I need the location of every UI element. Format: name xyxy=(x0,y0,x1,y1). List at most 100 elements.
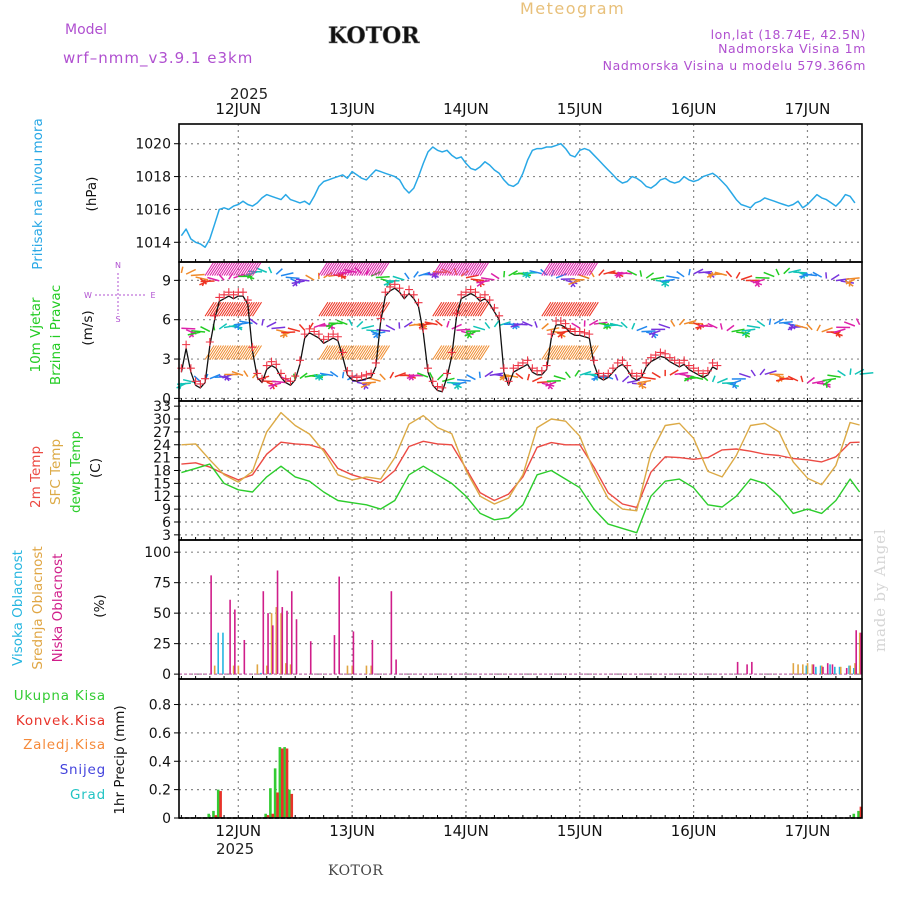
panel-frame xyxy=(178,123,863,263)
wind-arrow xyxy=(534,321,538,328)
wind-hatch xyxy=(235,301,246,317)
cloud-low-bar xyxy=(860,632,862,675)
wind-arrow xyxy=(435,319,443,327)
wind-hatch xyxy=(365,301,376,317)
wind-hatch xyxy=(325,345,336,360)
wind-hatch xyxy=(588,345,599,360)
wind-hatch xyxy=(584,345,594,360)
cloud-title-high: Visoka Oblacnost xyxy=(10,550,26,666)
wind-hatch xyxy=(472,345,483,360)
top-day-label: 15JUN xyxy=(557,100,603,118)
wind-hatch xyxy=(562,301,573,317)
wind-arrow xyxy=(775,268,780,276)
wind-arrow xyxy=(490,272,500,280)
wind-unit: (m/s) xyxy=(80,310,96,345)
wind-hatch xyxy=(558,345,568,360)
wind-hatch xyxy=(323,301,334,317)
y-tick-label: 6 xyxy=(162,515,171,531)
wind-arrow xyxy=(546,327,560,332)
wind-arrow xyxy=(849,368,852,375)
wind-hatch xyxy=(441,301,452,317)
wind-hatch xyxy=(249,301,260,317)
compass-s: S xyxy=(115,315,120,324)
wind-arrow xyxy=(726,324,735,332)
wind-arrow xyxy=(271,326,286,330)
wind-arrow xyxy=(231,370,244,377)
y-tick-label: 100 xyxy=(144,545,171,561)
wind-hatch xyxy=(574,301,585,317)
wind-arrow xyxy=(446,320,450,328)
wind-hatch xyxy=(569,345,580,360)
cloud-mid-bar xyxy=(858,632,861,675)
compass-w: W xyxy=(84,291,92,300)
wind-gust-mark xyxy=(442,369,451,378)
wind-hatch xyxy=(249,261,260,276)
wind-gust-mark xyxy=(300,330,309,339)
wind-gust-mark xyxy=(575,327,584,336)
wind-arrow xyxy=(261,319,264,326)
wind-gust-mark xyxy=(523,356,532,365)
model-name: wrf–nmm_v3.9.1 e3km xyxy=(63,49,253,68)
top-day-label: 12JUN xyxy=(215,100,261,118)
wind-arrow xyxy=(473,325,486,331)
wind-arrow xyxy=(363,383,368,390)
wind-arrow xyxy=(366,329,381,332)
cloud-mid-bar xyxy=(237,665,240,675)
wind-gust-mark xyxy=(661,349,670,358)
wind-hatch xyxy=(467,261,478,276)
precip-total-bar xyxy=(216,789,220,819)
wind-hatch xyxy=(467,301,478,317)
wind-gust-mark xyxy=(262,361,271,370)
wind-gust-mark xyxy=(566,324,575,333)
wind-hatch xyxy=(446,261,457,276)
wind-hatch xyxy=(377,261,388,276)
wind-arrow xyxy=(521,321,533,327)
wind-gust-mark xyxy=(632,372,641,381)
wind-arrow xyxy=(830,273,840,281)
wind-hatch xyxy=(330,261,341,276)
cloud-high-bar xyxy=(838,666,841,675)
wind-arrow xyxy=(480,277,495,281)
wind-hatch xyxy=(344,261,355,276)
wind-arrow xyxy=(515,372,524,380)
y-tick-label: 0 xyxy=(162,811,171,827)
wind-hatch xyxy=(576,345,587,360)
wind-hatch xyxy=(361,345,372,360)
wind-arrow xyxy=(379,373,386,381)
precip-legend-graupel: Grad xyxy=(70,787,106,803)
wind-arrow xyxy=(508,270,518,277)
wind-gust-mark xyxy=(689,364,698,373)
wind-arrow xyxy=(711,375,716,383)
wind-arrow xyxy=(645,272,655,279)
cloud-mid-bar xyxy=(270,613,273,675)
cloud-high-bar xyxy=(852,668,855,675)
wind-hatch xyxy=(588,301,599,317)
wind-hatch xyxy=(339,301,350,317)
wind-gust-mark xyxy=(665,353,674,362)
wind-gust-mark xyxy=(314,330,323,339)
wind-arrow xyxy=(816,324,821,332)
wind-arrow xyxy=(323,323,336,330)
wind-hatch xyxy=(465,345,476,360)
cloud-low-bar xyxy=(333,635,336,675)
wind-gust-mark xyxy=(580,328,589,337)
wind-gust-mark xyxy=(286,377,295,386)
wind-hatch xyxy=(475,301,485,317)
wind-hatch xyxy=(240,261,251,276)
bottom-year-label: 2025 xyxy=(216,840,254,858)
cloud-low-bar xyxy=(243,639,246,675)
station-title: KOTOR xyxy=(328,23,420,49)
wind-arrow xyxy=(589,270,595,278)
y-tick-label: 0 xyxy=(162,667,171,683)
wind-gust-mark xyxy=(305,324,314,333)
cloud-high-bar xyxy=(819,665,822,675)
cloud-mid-bar xyxy=(839,666,842,675)
wind-hatch xyxy=(584,301,594,317)
wind-hatch xyxy=(235,345,246,360)
wind-hatch xyxy=(244,261,255,276)
bottom-day-label: 12JUN xyxy=(215,822,261,840)
wind-arrow xyxy=(268,266,273,274)
wind-gust-mark xyxy=(514,361,523,370)
wind-arrow xyxy=(756,320,766,327)
y-tick-label: 9 xyxy=(162,273,171,289)
